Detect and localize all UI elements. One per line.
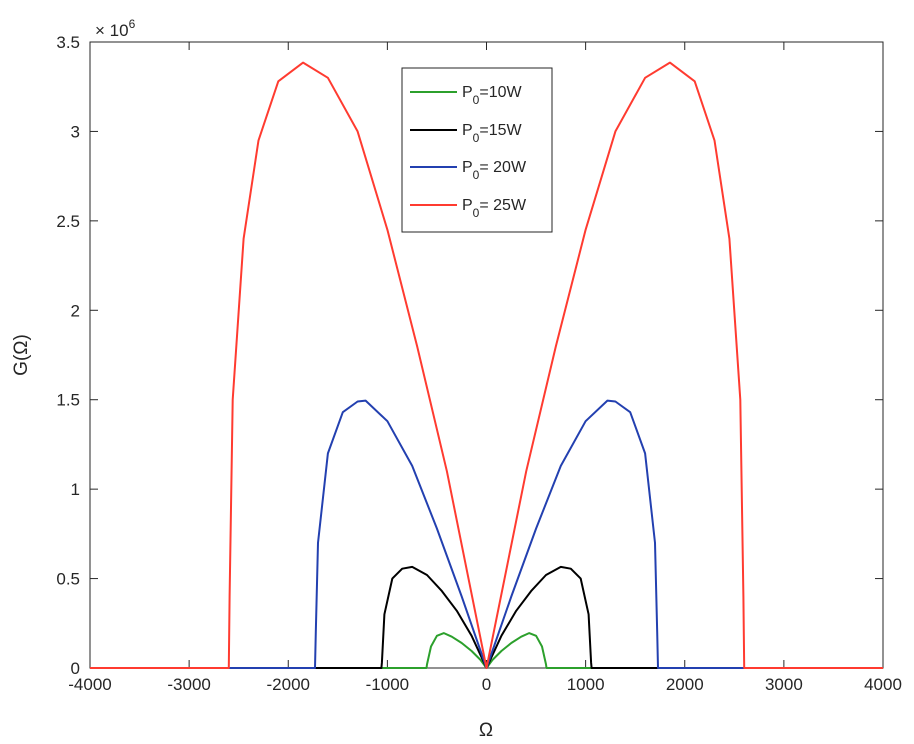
x-tick-label: 2000 [666, 675, 704, 694]
series-layer [90, 61, 883, 669]
x-axis-title: Ω [479, 720, 493, 741]
x-tick-label: 0 [482, 675, 491, 694]
legend-entry: P0=10W [462, 84, 523, 107]
x-tick-label: 4000 [864, 675, 902, 694]
y-tick-label: 0.5 [56, 570, 80, 589]
x-tick-label: -4000 [68, 675, 111, 694]
y-exponent-power: 6 [129, 17, 136, 31]
y-tick-label: 1 [71, 480, 80, 499]
x-tick-label: 3000 [765, 675, 803, 694]
y-tick-label: 2 [71, 301, 80, 320]
x-tick-label: -1000 [366, 675, 409, 694]
legend-entry: P0= 25W [462, 197, 527, 220]
ticks-layer: -4000 -3000 -2000 -1000 0 1000 2000 3000 4000 0 0.… [56, 33, 902, 694]
y-tick-label: 2.5 [56, 212, 80, 231]
x-tick-label: 1000 [567, 675, 605, 694]
y-exponent-label: × 106 [95, 17, 136, 40]
y-tick-label: 3 [71, 122, 80, 141]
legend-items: P0=10W P0=15W P0= 20W P0= 25W [410, 84, 527, 220]
y-tick-label: 0 [71, 659, 80, 678]
legend: P0=10W P0=15W P0= 20W P0= 25W [401, 67, 553, 233]
legend-entry: P0= 20W [462, 159, 527, 182]
x-tick-label: -3000 [167, 675, 210, 694]
x-tick-label: -2000 [267, 675, 310, 694]
legend-entry: P0=15W [462, 122, 523, 145]
series-line-4 [90, 61, 883, 669]
y-axis-title: G(Ω) [11, 334, 32, 376]
y-tick-label: 3.5 [56, 33, 80, 52]
y-tick-label: 1.5 [56, 391, 80, 410]
